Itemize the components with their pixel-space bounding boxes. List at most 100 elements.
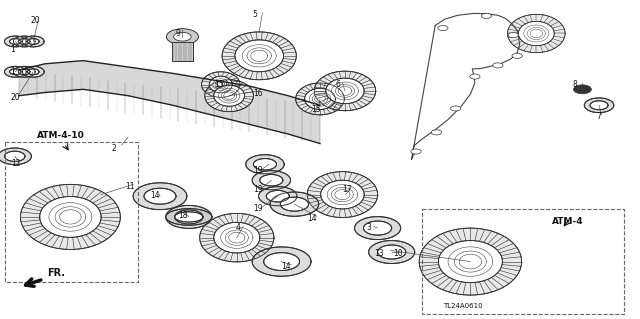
Polygon shape bbox=[4, 66, 26, 77]
Circle shape bbox=[573, 85, 591, 94]
Bar bbox=[5, 142, 138, 282]
Polygon shape bbox=[166, 205, 212, 228]
Polygon shape bbox=[202, 72, 240, 97]
Text: 12: 12 bbox=[12, 160, 21, 168]
Polygon shape bbox=[144, 188, 176, 204]
Polygon shape bbox=[364, 221, 392, 235]
Text: 16: 16 bbox=[253, 89, 262, 98]
Text: 17: 17 bbox=[342, 185, 352, 194]
Text: 14: 14 bbox=[307, 214, 317, 223]
Polygon shape bbox=[222, 32, 296, 80]
Polygon shape bbox=[259, 187, 297, 206]
Polygon shape bbox=[28, 39, 39, 44]
Text: 7: 7 bbox=[596, 112, 602, 121]
Polygon shape bbox=[200, 213, 274, 262]
Polygon shape bbox=[270, 192, 319, 216]
Bar bbox=[172, 42, 193, 61]
Polygon shape bbox=[253, 159, 276, 170]
Text: 1: 1 bbox=[10, 45, 15, 54]
Polygon shape bbox=[10, 39, 21, 44]
Circle shape bbox=[438, 26, 448, 31]
Circle shape bbox=[470, 74, 480, 79]
Circle shape bbox=[493, 63, 503, 68]
Polygon shape bbox=[266, 190, 289, 202]
Polygon shape bbox=[175, 212, 203, 222]
Polygon shape bbox=[235, 40, 284, 72]
Polygon shape bbox=[378, 245, 406, 259]
Text: 14: 14 bbox=[282, 262, 291, 271]
Text: 18: 18 bbox=[178, 211, 188, 219]
Polygon shape bbox=[438, 241, 502, 283]
Text: 20: 20 bbox=[31, 16, 40, 25]
Polygon shape bbox=[518, 21, 554, 46]
Circle shape bbox=[431, 130, 442, 135]
Polygon shape bbox=[584, 98, 614, 113]
Text: 2: 2 bbox=[112, 144, 116, 152]
Polygon shape bbox=[19, 39, 30, 44]
Text: 1: 1 bbox=[10, 67, 15, 76]
Polygon shape bbox=[214, 222, 260, 253]
Polygon shape bbox=[166, 209, 212, 225]
Circle shape bbox=[512, 53, 522, 58]
Polygon shape bbox=[355, 217, 401, 240]
Text: 15: 15 bbox=[214, 80, 224, 89]
Text: 6: 6 bbox=[335, 80, 340, 89]
Text: 19: 19 bbox=[253, 204, 262, 213]
Text: 20: 20 bbox=[10, 93, 20, 101]
Text: 5: 5 bbox=[253, 10, 258, 19]
Text: 19: 19 bbox=[253, 166, 262, 175]
Polygon shape bbox=[590, 101, 608, 110]
Text: 9: 9 bbox=[176, 29, 181, 38]
Text: 11: 11 bbox=[125, 182, 134, 191]
Polygon shape bbox=[260, 174, 283, 186]
Text: 19: 19 bbox=[253, 185, 262, 194]
Polygon shape bbox=[326, 78, 364, 104]
Polygon shape bbox=[20, 184, 120, 249]
Polygon shape bbox=[307, 172, 378, 218]
Text: 13: 13 bbox=[374, 249, 383, 258]
Polygon shape bbox=[19, 69, 30, 75]
Polygon shape bbox=[369, 241, 415, 263]
Polygon shape bbox=[28, 69, 39, 75]
Polygon shape bbox=[264, 253, 300, 271]
Text: ATM-4: ATM-4 bbox=[552, 217, 583, 226]
Polygon shape bbox=[4, 36, 26, 47]
Polygon shape bbox=[22, 36, 44, 47]
Circle shape bbox=[508, 33, 518, 38]
Circle shape bbox=[173, 32, 191, 41]
Circle shape bbox=[411, 149, 421, 154]
Text: FR.: FR. bbox=[47, 268, 65, 278]
Polygon shape bbox=[40, 197, 101, 237]
Polygon shape bbox=[4, 151, 25, 161]
Polygon shape bbox=[252, 247, 311, 276]
Text: TL24A0610: TL24A0610 bbox=[444, 303, 483, 309]
Polygon shape bbox=[209, 76, 232, 93]
Bar bbox=[422, 209, 624, 314]
Circle shape bbox=[451, 106, 461, 111]
Polygon shape bbox=[214, 85, 244, 106]
Polygon shape bbox=[205, 80, 253, 112]
Polygon shape bbox=[133, 183, 187, 210]
Polygon shape bbox=[419, 228, 522, 295]
Text: 3: 3 bbox=[366, 223, 371, 232]
Polygon shape bbox=[296, 83, 344, 115]
Text: 8: 8 bbox=[573, 80, 577, 89]
Polygon shape bbox=[305, 88, 335, 109]
Polygon shape bbox=[13, 66, 35, 77]
Polygon shape bbox=[321, 180, 364, 209]
Polygon shape bbox=[280, 197, 308, 211]
Text: 4: 4 bbox=[236, 223, 241, 232]
Text: 15: 15 bbox=[312, 105, 321, 114]
Polygon shape bbox=[13, 36, 35, 47]
Polygon shape bbox=[246, 155, 284, 174]
Polygon shape bbox=[10, 69, 21, 75]
Text: 14: 14 bbox=[150, 191, 160, 200]
Polygon shape bbox=[314, 71, 376, 111]
Polygon shape bbox=[508, 14, 565, 53]
Polygon shape bbox=[22, 66, 44, 77]
Polygon shape bbox=[252, 171, 291, 190]
Polygon shape bbox=[175, 210, 203, 224]
Text: ATM-4-10: ATM-4-10 bbox=[37, 131, 85, 140]
Circle shape bbox=[166, 29, 198, 45]
Circle shape bbox=[481, 13, 492, 19]
